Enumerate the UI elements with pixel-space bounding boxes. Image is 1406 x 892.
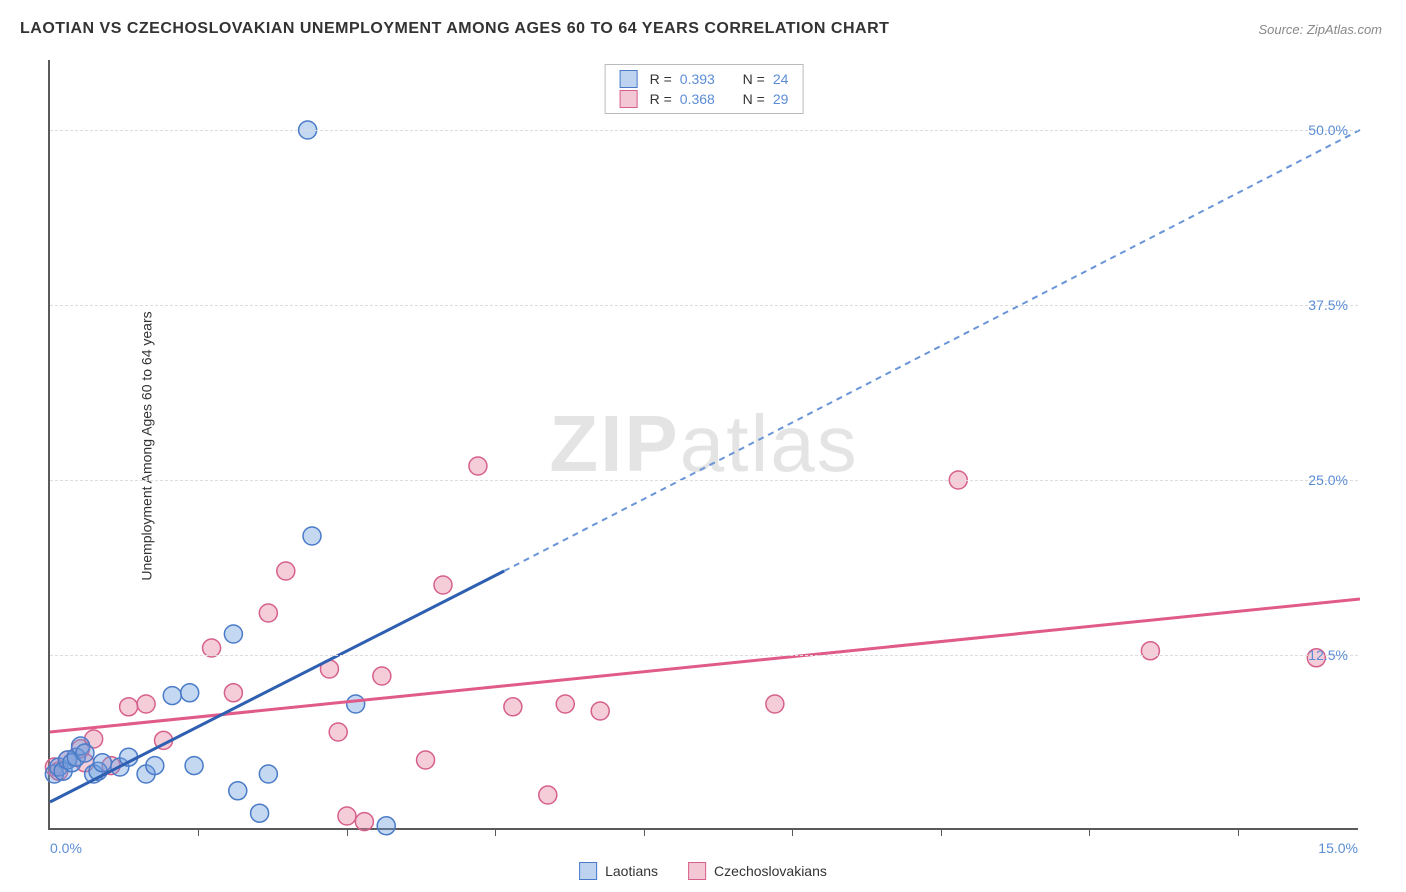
data-point <box>766 695 784 713</box>
x-tick <box>1089 828 1090 836</box>
data-point <box>434 576 452 594</box>
data-point <box>259 604 277 622</box>
x-tick <box>198 828 199 836</box>
trend-line <box>50 571 504 802</box>
data-point <box>591 702 609 720</box>
data-point <box>224 684 242 702</box>
data-point <box>469 457 487 475</box>
data-point <box>303 527 321 545</box>
x-tick <box>1238 828 1239 836</box>
data-point <box>229 782 247 800</box>
gridline <box>50 655 1358 656</box>
gridline <box>50 130 1358 131</box>
legend-label: Czechoslovakians <box>714 863 827 879</box>
data-point <box>259 765 277 783</box>
trend-line <box>504 130 1360 571</box>
y-tick-label: 37.5% <box>1308 297 1348 313</box>
data-point <box>93 754 111 772</box>
x-tick <box>644 828 645 836</box>
scatter-svg <box>50 60 1358 828</box>
trend-line <box>50 599 1360 732</box>
data-point <box>181 684 199 702</box>
data-point <box>146 757 164 775</box>
gridline <box>50 480 1358 481</box>
data-point <box>504 698 522 716</box>
swatch-pink-icon <box>688 862 706 880</box>
y-tick-label: 25.0% <box>1308 472 1348 488</box>
data-point <box>373 667 391 685</box>
data-point <box>347 695 365 713</box>
data-point <box>137 695 155 713</box>
plot-area: ZIPatlas R = 0.393 N = 24 R = 0.368 N = … <box>48 60 1358 830</box>
data-point <box>556 695 574 713</box>
data-point <box>251 804 269 822</box>
data-point <box>417 751 435 769</box>
x-tick <box>941 828 942 836</box>
legend-label: Laotians <box>605 863 658 879</box>
x-tick <box>347 828 348 836</box>
swatch-blue-icon <box>579 862 597 880</box>
data-point <box>120 698 138 716</box>
data-point <box>329 723 347 741</box>
x-tick <box>792 828 793 836</box>
data-point <box>277 562 295 580</box>
legend-item-czech: Czechoslovakians <box>688 862 827 880</box>
data-point <box>1141 642 1159 660</box>
data-point <box>185 757 203 775</box>
x-axis-min-label: 0.0% <box>50 840 82 856</box>
legend-item-laotians: Laotians <box>579 862 658 880</box>
y-tick-label: 50.0% <box>1308 122 1348 138</box>
y-tick-label: 12.5% <box>1308 647 1348 663</box>
x-tick <box>495 828 496 836</box>
data-point <box>338 807 356 825</box>
data-point <box>224 625 242 643</box>
data-point <box>163 687 181 705</box>
data-point <box>539 786 557 804</box>
series-legend: Laotians Czechoslovakians <box>579 862 827 880</box>
data-point <box>355 813 373 831</box>
data-point <box>377 817 395 835</box>
x-axis-max-label: 15.0% <box>1318 840 1358 856</box>
chart-title: LAOTIAN VS CZECHOSLOVAKIAN UNEMPLOYMENT … <box>20 20 889 38</box>
gridline <box>50 305 1358 306</box>
source-attribution: Source: ZipAtlas.com <box>1258 22 1382 37</box>
data-point <box>76 744 94 762</box>
